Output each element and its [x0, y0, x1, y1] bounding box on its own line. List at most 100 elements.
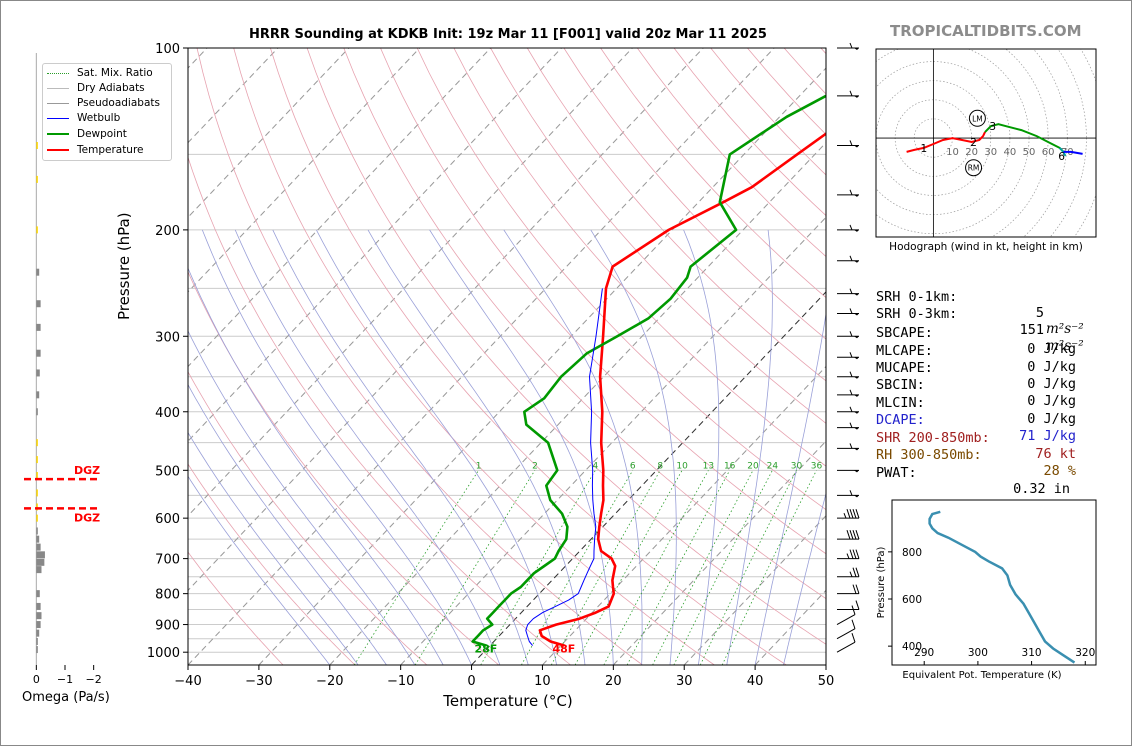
- omega-bar: [36, 612, 42, 620]
- wind-barb-feather: [852, 530, 857, 540]
- wind-barb-feather: [852, 549, 857, 559]
- wind-barb-flag: [854, 470, 859, 473]
- mixing-ratio-line: [550, 470, 661, 665]
- wind-barb-feather: [855, 530, 860, 540]
- wind-barb-half: [849, 422, 853, 428]
- omega-bar: [36, 514, 38, 522]
- dry-adiabat: [233, 48, 715, 665]
- wind-barb-feather: [851, 619, 856, 629]
- wind-barb: [837, 490, 859, 498]
- moist-adiabat: [726, 229, 773, 665]
- plot-area: 1 2 4 6 8 10 13 16 20 24 30 36: [188, 48, 826, 665]
- wind-barb-flag: [854, 394, 859, 397]
- mixing-ratio-line: [521, 470, 634, 665]
- omega-bar: [36, 629, 40, 637]
- stat-row: PWAT: 0.32 in: [876, 449, 1106, 513]
- stat-row: SRH 0-3km: 151 m²s⁻²: [876, 290, 1106, 370]
- wind-barb: [837, 549, 860, 560]
- series-dewpoint: [471, 94, 826, 647]
- stat-label: SBCIN:: [876, 377, 925, 393]
- wind-barb: [837, 90, 859, 98]
- dry-adiabat: [188, 270, 500, 665]
- isotherm: [188, 48, 633, 517]
- stat-value: 71 J/kg: [1019, 428, 1076, 444]
- dry-adiabat: [526, 48, 826, 382]
- mixing-ratio-line: [480, 470, 596, 665]
- stat-value: 0 J/kg: [1027, 341, 1076, 357]
- legend-label: Pseudoadiabats: [77, 97, 160, 109]
- moist-adiabat: [188, 431, 359, 665]
- omega-bar: [36, 602, 41, 610]
- mixing-ratio-label: 30: [791, 461, 803, 471]
- omega-bar: [36, 226, 38, 234]
- dgz-label: DGZ: [74, 511, 100, 524]
- stat-value: 0 J/kg: [1027, 411, 1076, 427]
- y-tick-label: 900: [155, 619, 180, 634]
- wind-barb-half: [843, 512, 847, 519]
- mixing-ratio-label: 13: [703, 461, 714, 471]
- omega-bar: [36, 391, 40, 399]
- theta-y-tick-label: 400: [902, 641, 922, 653]
- wind-barb: [836, 619, 856, 640]
- stat-label: DCAPE:: [876, 412, 925, 428]
- stat-value: 0.32 in: [1013, 481, 1070, 497]
- isotherm: [188, 48, 704, 592]
- wind-barb-feather: [851, 633, 856, 643]
- mixing-ratio-line: [652, 470, 754, 665]
- wind-barb-half: [849, 42, 853, 49]
- moist-adiabat: [754, 311, 826, 665]
- wind-barb-half: [849, 571, 853, 577]
- stat-row: RH 300-850mb: 28 %: [876, 431, 1106, 495]
- wind-barb: [837, 42, 859, 50]
- moist-adiabat: [683, 229, 720, 665]
- y-tick-label: 400: [155, 406, 180, 421]
- wind-barb-feather: [852, 508, 857, 519]
- surface-dewpoint-label: 28F: [474, 643, 497, 656]
- hodo-ring-label: 10: [946, 147, 959, 158]
- stat-value: 28 %: [1043, 463, 1076, 479]
- isotherm: [188, 48, 562, 442]
- moist-adiabat: [783, 491, 826, 665]
- hodo-trace: [1063, 150, 1083, 155]
- wind-barb: [837, 352, 859, 360]
- wind-barb-half: [849, 224, 853, 231]
- y-tick-label: 800: [155, 588, 180, 603]
- wind-barb-half: [849, 90, 853, 97]
- mixing-ratio-line: [414, 470, 536, 665]
- moist-adiabat: [272, 229, 529, 665]
- wind-barb-feather: [851, 605, 856, 615]
- omega-bar: [36, 621, 41, 629]
- theta-x-tick-label: 300: [968, 647, 988, 659]
- legend-entry: Dry Adiabats: [47, 81, 145, 95]
- wind-barb: [837, 255, 859, 263]
- moist-adiabat: [188, 475, 331, 665]
- x-tick-label: 0: [467, 674, 475, 689]
- series-wetbulb: [525, 288, 603, 646]
- dry-adiabat: [270, 48, 787, 665]
- hodo-ring-label: 60: [1042, 147, 1055, 158]
- wind-barb-feather: [855, 508, 860, 519]
- dgz-label: DGZ: [74, 464, 100, 477]
- hodo-frame: [875, 48, 1097, 238]
- wind-barb: [836, 605, 856, 625]
- x-tick-label: 40: [747, 674, 764, 689]
- wind-barb-staff: [836, 614, 856, 625]
- x-tick-label: 30: [676, 674, 693, 689]
- legend-entry: Sat. Mix. Ratio: [47, 66, 153, 80]
- hodo-height-label: 2: [970, 137, 977, 149]
- wind-barb: [837, 371, 859, 379]
- hodograph-caption: Hodograph (wind in kt, height in km): [889, 241, 1083, 253]
- wind-barb-flag: [854, 495, 859, 498]
- wind-barb: [837, 406, 859, 414]
- stat-row: DCAPE: 71 J/kg: [876, 396, 1106, 460]
- wind-barb: [837, 508, 860, 519]
- theta-y-label: Pressure (hPa): [876, 547, 887, 619]
- omega-bar: [36, 646, 38, 654]
- hodo-trace: [984, 123, 1065, 153]
- stat-row: MLCIN: 0 J/kg: [876, 379, 1106, 443]
- omega-bar: [36, 503, 38, 511]
- dry-adiabat: [563, 48, 826, 340]
- mixing-ratio-label: 24: [767, 461, 779, 471]
- moist-adiabat: [201, 229, 472, 665]
- wind-barb-feather: [849, 549, 854, 559]
